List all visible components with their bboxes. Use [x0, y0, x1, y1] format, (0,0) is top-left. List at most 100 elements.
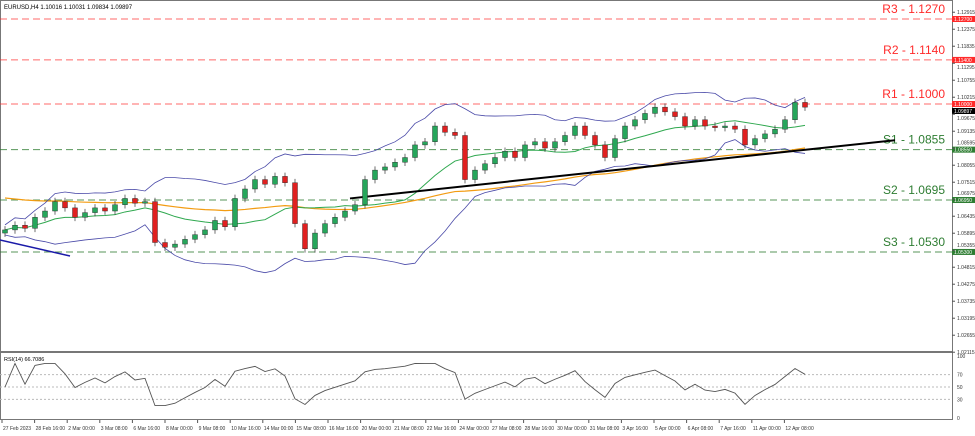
bullish-candle: [622, 125, 628, 139]
bearish-candle: [582, 125, 588, 136]
bearish-candle: [302, 223, 308, 250]
rsi-level-label: 50: [957, 385, 963, 391]
bullish-candle: [492, 157, 498, 165]
bearish-candle: [592, 135, 598, 146]
bullish-candle: [52, 201, 58, 212]
level-price-tag: [952, 248, 975, 255]
bullish-candle: [472, 169, 478, 180]
time-label: 2 Mar 00:00: [68, 426, 95, 432]
time-label: 3 Mar 08:00: [101, 426, 128, 432]
time-label: 31 Mar 08:00: [590, 426, 620, 432]
bullish-candle: [722, 125, 728, 128]
bullish-candle: [642, 113, 648, 120]
downtrend-line: [0, 239, 71, 257]
bullish-candle: [192, 234, 198, 240]
price-tick-label: 1.09135: [957, 129, 975, 135]
bearish-candle: [22, 224, 28, 229]
level-price-tag: [952, 56, 975, 63]
bullish-candle: [172, 243, 178, 248]
rsi-line: [4, 362, 806, 407]
bullish-candle: [392, 162, 398, 168]
bearish-candle: [452, 132, 458, 136]
price-tick-label: 1.05895: [957, 231, 975, 237]
price-tick-label: 1.02115: [957, 350, 975, 356]
bearish-candle: [442, 125, 448, 133]
level-price-tag: [952, 100, 975, 107]
time-label: 11 Apr 00:00: [753, 426, 781, 432]
price-tick-label: 1.05355: [957, 243, 975, 249]
rsi-label: RSI(14) 66.7086: [4, 357, 44, 363]
bearish-candle: [682, 116, 688, 127]
level-label: S1 - 1.0855: [883, 133, 945, 147]
bullish-candle: [32, 217, 38, 229]
bullish-candle: [322, 223, 328, 234]
bearish-candle: [282, 176, 288, 183]
bullish-candle: [482, 163, 488, 171]
price-tick-label: 1.10215: [957, 95, 975, 101]
bullish-candle: [92, 207, 98, 213]
time-label: 16 Mar 16:00: [329, 426, 359, 432]
price-tick-label: 1.12375: [957, 27, 975, 33]
bullish-candle: [332, 217, 338, 224]
level-price-tag: [952, 16, 975, 22]
price-tick-label: 1.06975: [957, 191, 975, 197]
price-tick-label: 1.04275: [957, 282, 975, 288]
bullish-candle: [12, 224, 18, 231]
price-tick-label: 1.11835: [957, 44, 975, 50]
level-label: R2 - 1.1140: [883, 43, 945, 57]
time-label: 14 Mar 00:00: [264, 426, 294, 432]
time-label: 3 Apr 16:00: [622, 426, 648, 432]
price-tick-label: 1.09675: [957, 116, 975, 122]
time-label: 6 Mar 16:00: [133, 426, 160, 432]
bearish-candle: [162, 242, 168, 248]
bullish-candle: [362, 179, 368, 205]
bearish-candle: [712, 125, 718, 128]
time-label: 28 Mar 16:00: [525, 426, 555, 432]
bullish-candle: [112, 204, 118, 212]
time-label: 9 Mar 08:00: [199, 426, 226, 432]
bullish-candle: [202, 229, 208, 235]
bullish-candle: [692, 119, 698, 127]
level-label: R1 - 1.1000: [882, 87, 945, 101]
bullish-candle: [792, 102, 798, 120]
level-label: R3 - 1.1270: [882, 2, 945, 16]
bullish-candle: [352, 204, 358, 212]
current-price-tag: [952, 107, 975, 114]
price-tick-label: 1.06435: [957, 214, 975, 220]
bullish-candle: [632, 119, 638, 127]
bullish-candle: [422, 141, 428, 146]
bullish-candle: [382, 166, 388, 171]
level-price-tag-text: 1.08550: [954, 148, 972, 154]
time-label: 15 Mar 08:00: [296, 426, 326, 432]
bullish-candle: [342, 210, 348, 218]
bullish-candle: [142, 201, 148, 204]
main-pane-border: [0, 0, 953, 352]
bullish-candle: [752, 138, 758, 146]
bullish-candle: [42, 210, 48, 218]
bullish-candle: [522, 144, 528, 158]
bearish-candle: [262, 179, 268, 185]
bearish-candle: [702, 119, 708, 127]
bullish-candle: [372, 169, 378, 180]
level-label: S2 - 1.0695: [883, 183, 945, 197]
time-label: 30 Mar 00:00: [557, 426, 587, 432]
price-tick-label: 1.03195: [957, 316, 975, 322]
time-label: 27 Mar 08:00: [492, 426, 522, 432]
time-label: 21 Mar 08:00: [394, 426, 424, 432]
time-label: 20 Mar 00:00: [362, 426, 392, 432]
bullish-candle: [82, 212, 88, 218]
bullish-candle: [552, 141, 558, 149]
rsi-pane-border: [0, 352, 953, 420]
price-tick-label: 1.07515: [957, 180, 975, 186]
bullish-candle: [242, 188, 248, 199]
bullish-candle: [532, 141, 538, 146]
bearish-candle: [512, 151, 518, 158]
bullish-candle: [782, 119, 788, 130]
level-price-tag-text: 1.10000: [954, 102, 972, 108]
level-price-tag-text: 1.06950: [954, 198, 972, 204]
price-tick-label: 1.11295: [957, 65, 975, 71]
bearish-candle: [542, 141, 548, 149]
time-label: 6 Apr 08:00: [688, 426, 714, 432]
